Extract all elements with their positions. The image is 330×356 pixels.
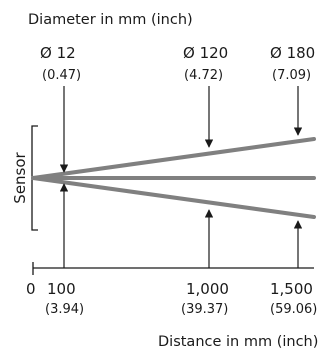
diameter-inch-180: (7.09) [272, 68, 311, 83]
diameter-inch-120: (4.72) [184, 68, 223, 83]
distance-inch-100: (3.94) [45, 302, 84, 317]
sensor-label: Sensor [11, 151, 29, 203]
distance-inch-1000: (39.37) [181, 302, 228, 317]
diameter-label-12: Ø 12 [40, 44, 76, 62]
distance-inch-1500: (59.06) [270, 302, 317, 317]
distance-label-1500: 1,500 [270, 280, 313, 298]
beam-lower-edge [31, 176, 316, 219]
diameter-inch-12: (0.47) [42, 68, 81, 83]
distance-label-1000: 1,000 [186, 280, 229, 298]
diameter-label-120: Ø 120 [183, 44, 228, 62]
distance-axis-title: Distance in mm (inch) [158, 334, 318, 350]
distance-label-100: 100 [47, 280, 76, 298]
distance-label-zero: 0 [26, 280, 36, 298]
beam-upper-edge [31, 137, 316, 180]
diameter-label-180: Ø 180 [270, 44, 315, 62]
diameter-axis-title: Diameter in mm (inch) [28, 12, 193, 28]
